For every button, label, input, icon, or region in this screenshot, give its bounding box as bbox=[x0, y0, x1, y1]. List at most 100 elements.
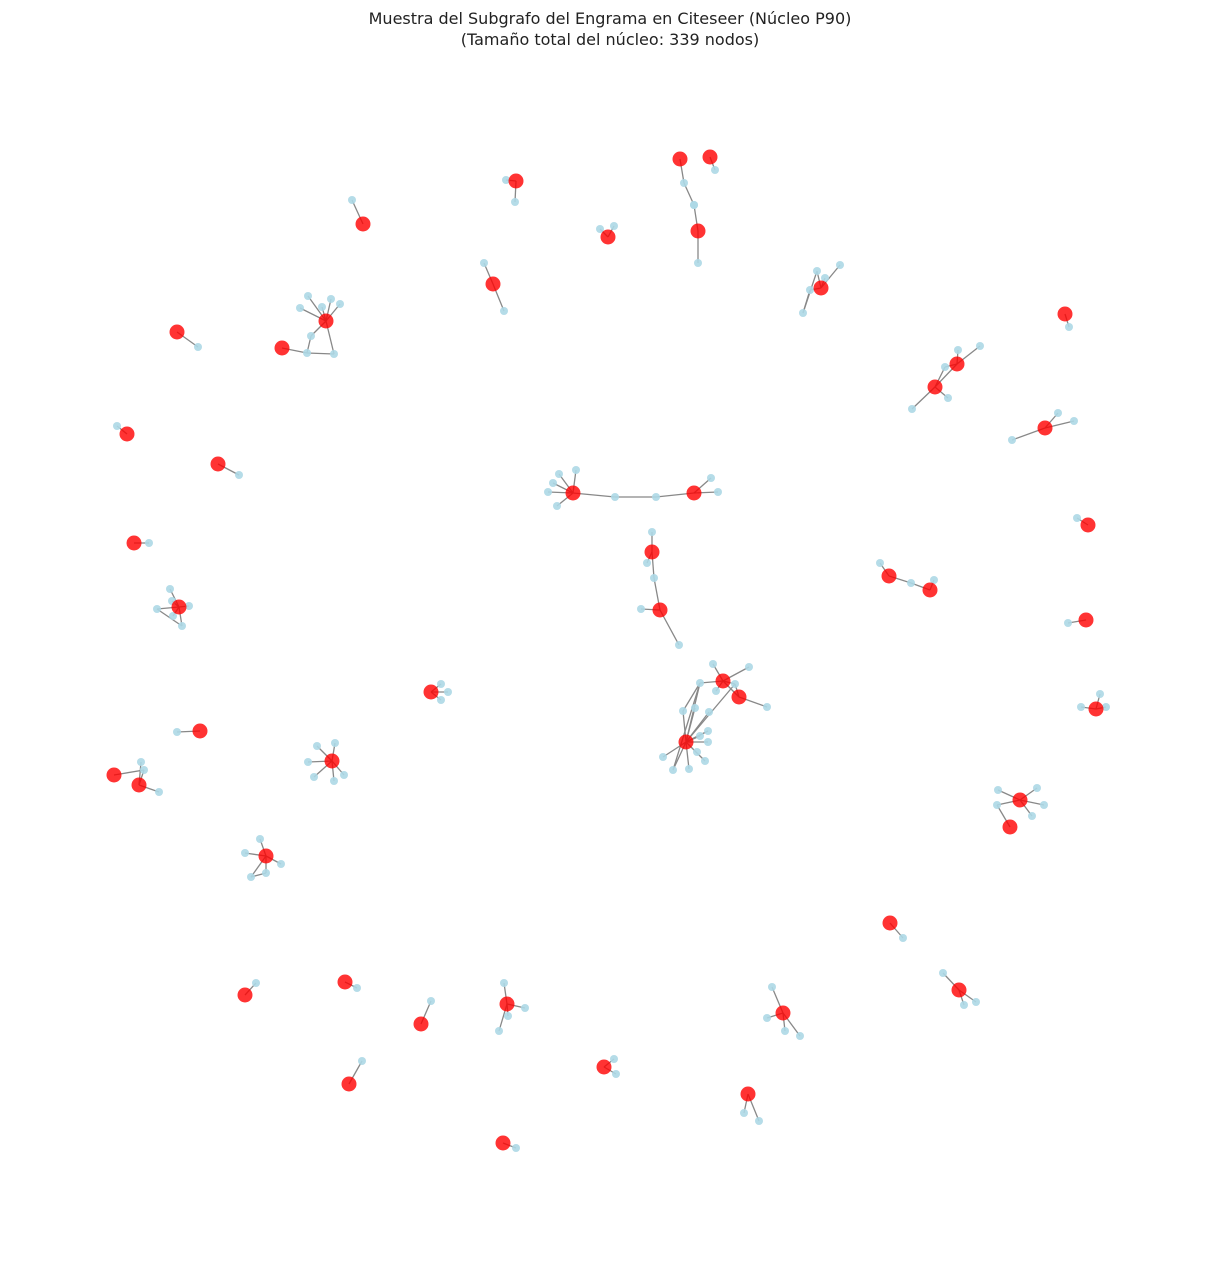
neighbor-node bbox=[755, 1117, 763, 1125]
neighbor-node bbox=[714, 488, 722, 496]
neighbor-node bbox=[705, 708, 713, 716]
core-node bbox=[192, 723, 208, 739]
core-node bbox=[652, 602, 668, 618]
neighbor-node bbox=[1096, 690, 1104, 698]
neighbor-node bbox=[331, 739, 339, 747]
neighbor-node bbox=[690, 201, 698, 209]
neighbor-node bbox=[330, 350, 338, 358]
neighbor-node bbox=[763, 1014, 771, 1022]
core-node bbox=[318, 313, 334, 329]
neighbor-node bbox=[712, 687, 720, 695]
neighbor-node bbox=[553, 502, 561, 510]
neighbor-node bbox=[166, 585, 174, 593]
neighbor-node bbox=[994, 786, 1002, 794]
neighbor-node bbox=[939, 969, 947, 977]
neighbor-node bbox=[675, 641, 683, 649]
neighbor-node bbox=[643, 559, 651, 567]
neighbor-node bbox=[178, 622, 186, 630]
neighbor-node bbox=[740, 1109, 748, 1117]
neighbor-node bbox=[194, 343, 202, 351]
neighbor-node bbox=[544, 488, 552, 496]
neighbor-node bbox=[155, 788, 163, 796]
core-node bbox=[1078, 612, 1094, 628]
core-node bbox=[324, 753, 340, 769]
neighbor-node bbox=[437, 680, 445, 688]
neighbor-node bbox=[330, 777, 338, 785]
core-node bbox=[922, 582, 938, 598]
core-node bbox=[210, 456, 226, 472]
neighbor-node bbox=[495, 1027, 503, 1035]
neighbor-node bbox=[679, 707, 687, 715]
neighbor-node bbox=[304, 758, 312, 766]
core-node bbox=[119, 426, 135, 442]
neighbor-node bbox=[680, 179, 688, 187]
neighbor-node bbox=[693, 748, 701, 756]
neighbor-node bbox=[648, 528, 656, 536]
core-node bbox=[775, 1005, 791, 1021]
core-node bbox=[485, 276, 501, 292]
neighbor-node bbox=[954, 346, 962, 354]
neighbor-node bbox=[502, 176, 510, 184]
neighbor-node bbox=[1102, 703, 1110, 711]
neighbor-node bbox=[555, 470, 563, 478]
neighbor-node bbox=[241, 849, 249, 857]
core-node bbox=[1002, 819, 1018, 835]
neighbor-node bbox=[731, 680, 739, 688]
core-node bbox=[600, 229, 616, 245]
neighbor-node bbox=[511, 198, 519, 206]
neighbor-node bbox=[480, 259, 488, 267]
neighbor-node bbox=[303, 349, 311, 357]
core-node bbox=[355, 216, 371, 232]
graph-edge bbox=[672, 682, 701, 771]
neighbor-node bbox=[908, 405, 916, 413]
core-node bbox=[169, 324, 185, 340]
neighbor-node bbox=[685, 765, 693, 773]
neighbor-node bbox=[806, 286, 814, 294]
neighbor-node bbox=[711, 166, 719, 174]
core-node bbox=[951, 982, 967, 998]
neighbor-node bbox=[500, 307, 508, 315]
core-node bbox=[1037, 420, 1053, 436]
core-node bbox=[1080, 517, 1096, 533]
core-node bbox=[337, 974, 353, 990]
neighbor-node bbox=[610, 222, 618, 230]
neighbor-node bbox=[504, 1012, 512, 1020]
neighbor-node bbox=[796, 1032, 804, 1040]
core-node bbox=[258, 848, 274, 864]
neighbor-node bbox=[444, 688, 452, 696]
title-line-1: Muestra del Subgrafo del Engrama en Cite… bbox=[368, 9, 852, 28]
core-node bbox=[596, 1059, 612, 1075]
node-layer bbox=[106, 149, 1110, 1152]
core-node bbox=[499, 996, 515, 1012]
core-node bbox=[341, 1076, 357, 1092]
core-node bbox=[881, 568, 897, 584]
neighbor-node bbox=[799, 309, 807, 317]
neighbor-node bbox=[145, 539, 153, 547]
neighbor-node bbox=[707, 474, 715, 482]
neighbor-node bbox=[813, 267, 821, 275]
neighbor-node bbox=[610, 1055, 618, 1063]
neighbor-node bbox=[310, 773, 318, 781]
neighbor-node bbox=[930, 576, 938, 584]
neighbor-node bbox=[427, 997, 435, 1005]
neighbor-node bbox=[704, 738, 712, 746]
neighbor-node bbox=[113, 422, 121, 430]
neighbor-node bbox=[313, 742, 321, 750]
graph-edge bbox=[682, 682, 701, 712]
neighbor-node bbox=[1040, 801, 1048, 809]
neighbor-node bbox=[944, 394, 952, 402]
core-node bbox=[731, 689, 747, 705]
neighbor-node bbox=[1064, 619, 1072, 627]
neighbor-node bbox=[185, 602, 193, 610]
neighbor-node bbox=[899, 934, 907, 942]
neighbor-node bbox=[358, 1057, 366, 1065]
neighbor-node bbox=[1073, 514, 1081, 522]
neighbor-node bbox=[307, 332, 315, 340]
neighbor-node bbox=[1065, 323, 1073, 331]
neighbor-node bbox=[821, 274, 829, 282]
core-node bbox=[274, 340, 290, 356]
neighbor-node bbox=[169, 612, 177, 620]
core-node bbox=[508, 173, 524, 189]
core-node bbox=[813, 280, 829, 296]
